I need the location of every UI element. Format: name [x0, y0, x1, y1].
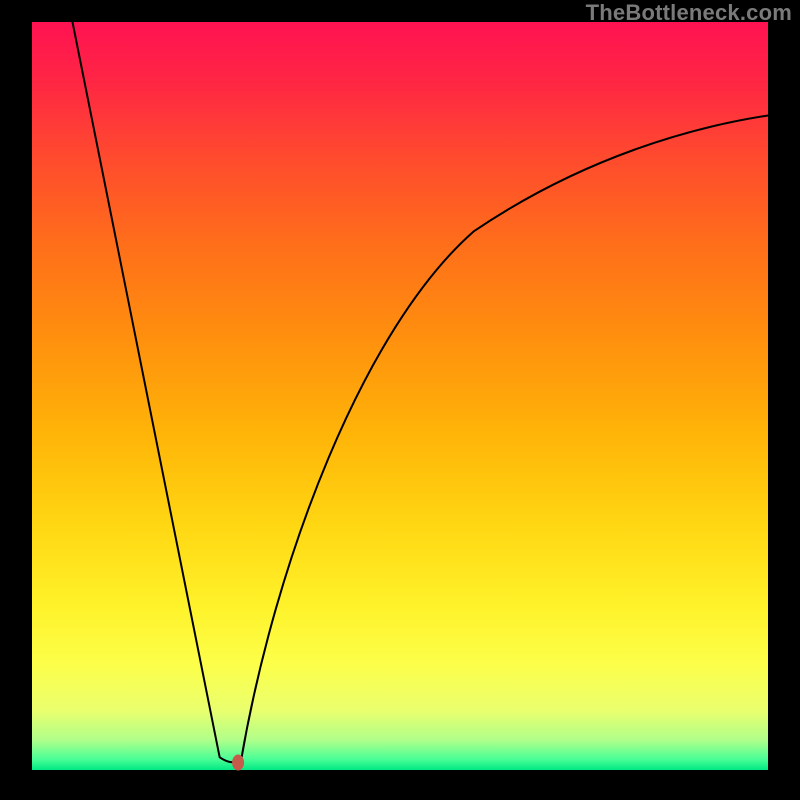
watermark-text: TheBottleneck.com	[586, 0, 792, 26]
chart-stage: TheBottleneck.com	[0, 0, 800, 800]
plot-background	[32, 22, 768, 770]
chart-svg	[0, 0, 800, 800]
optimum-marker	[232, 755, 244, 771]
